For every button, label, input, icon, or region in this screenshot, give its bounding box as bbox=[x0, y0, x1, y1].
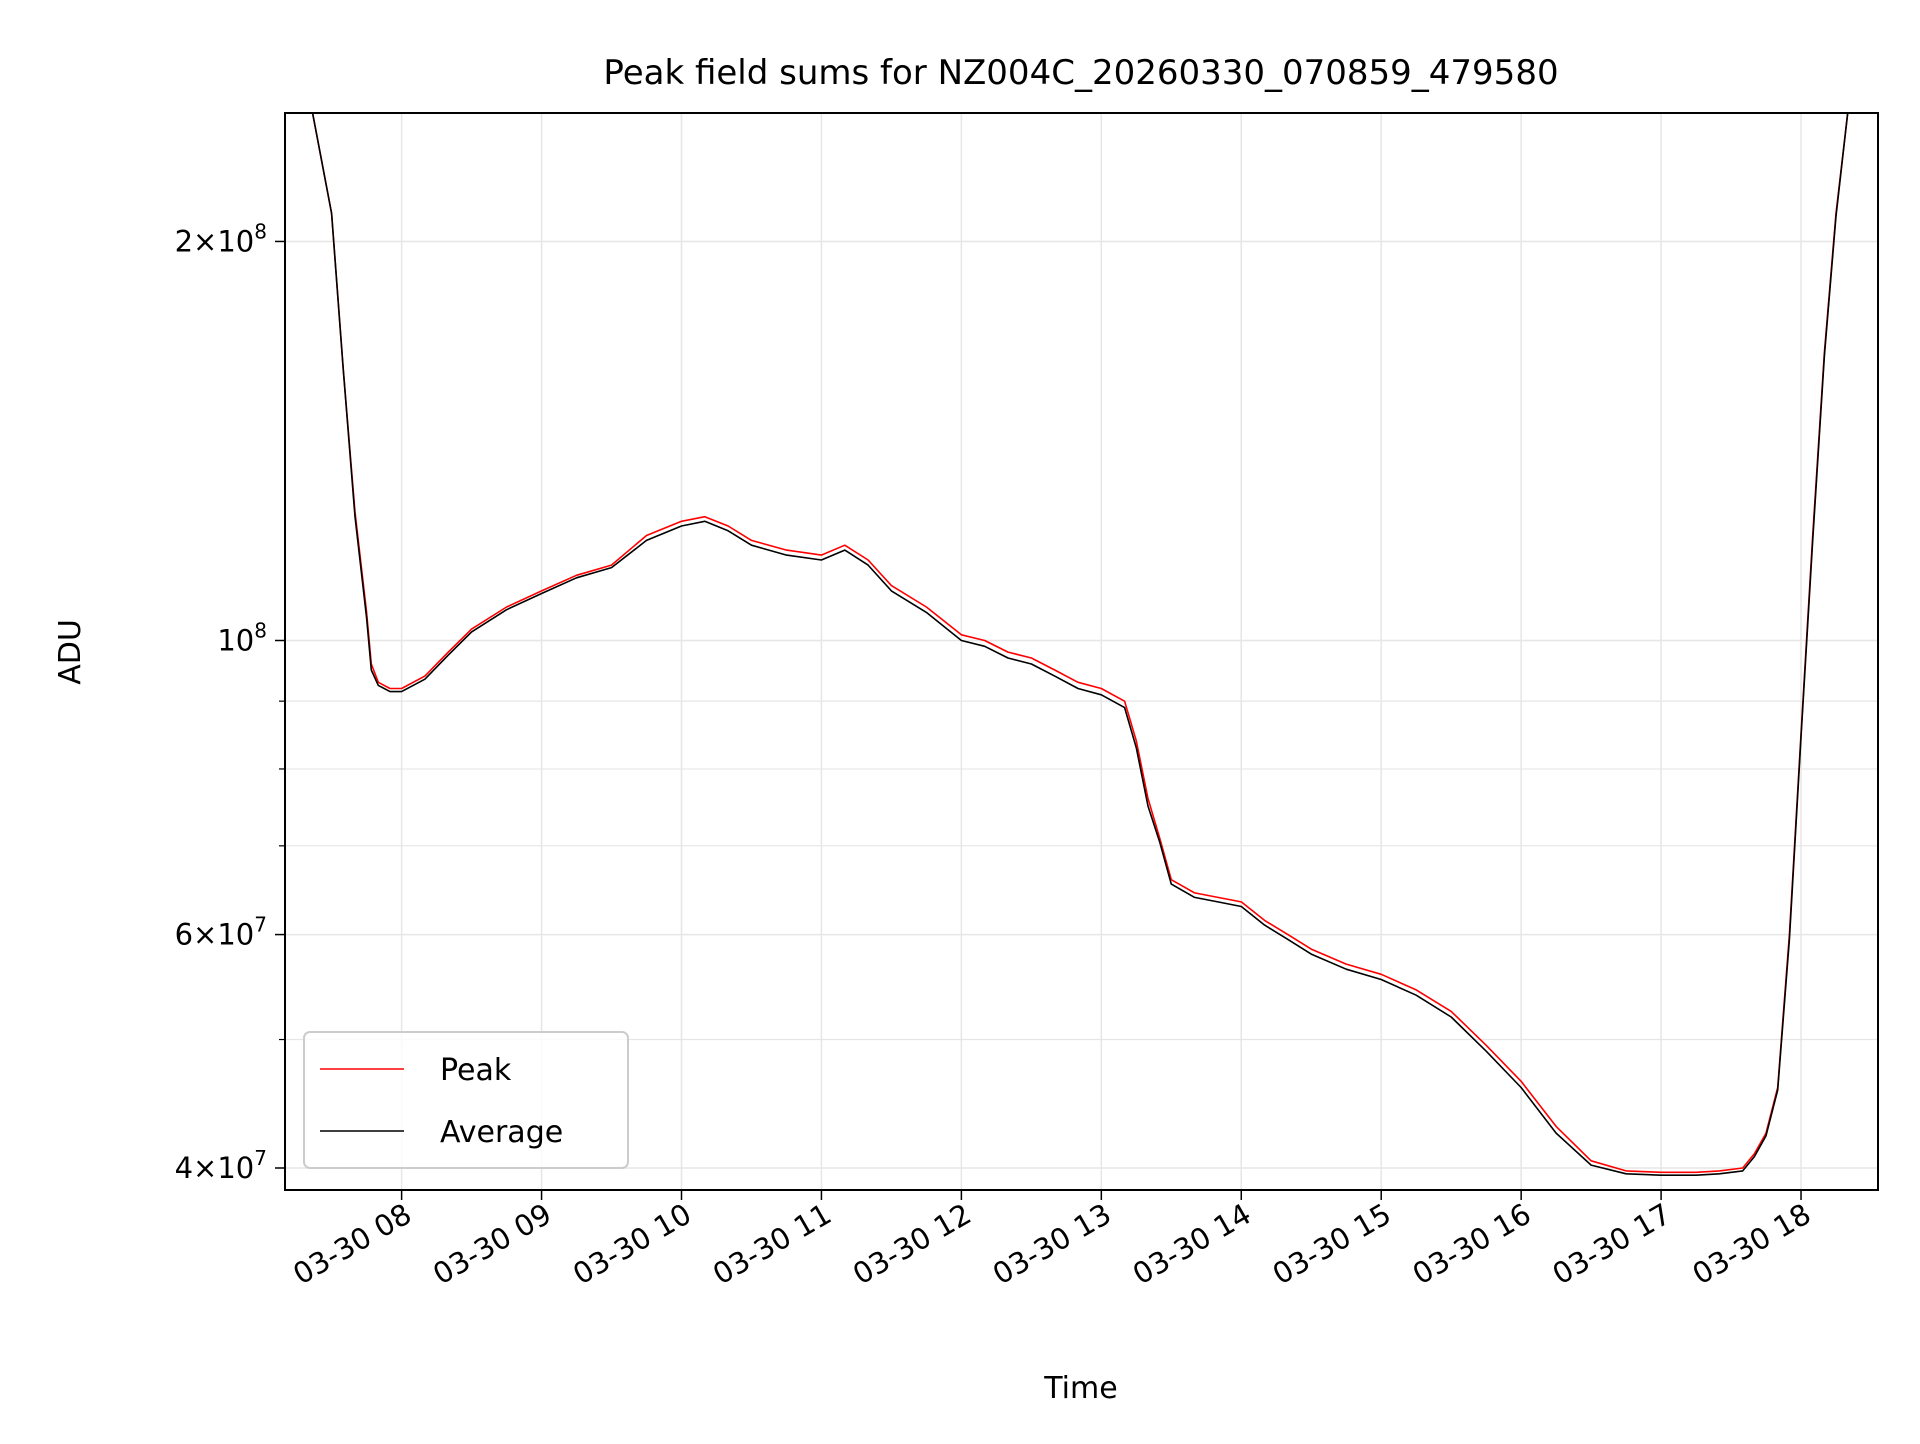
legend-box bbox=[303, 1031, 629, 1169]
y-tick-label: 6×107 bbox=[175, 913, 267, 952]
legend: Peak Average bbox=[303, 1031, 629, 1169]
legend-label-peak: Peak bbox=[440, 1053, 512, 1088]
chart-title: Peak field sums for NZ004C_20260330_0708… bbox=[603, 53, 1558, 93]
series-line-peak bbox=[311, 113, 1849, 1174]
y-axis-label: ADU bbox=[53, 619, 88, 685]
y-tick-label: 4×107 bbox=[175, 1146, 267, 1185]
series-layer bbox=[311, 113, 1849, 1176]
y-axis: 4×107 6×107 108 2×108 bbox=[175, 219, 285, 1185]
x-axis-label: Time bbox=[1043, 1371, 1117, 1406]
plot-frame bbox=[284, 112, 1879, 1191]
y-tick-label: 108 bbox=[217, 618, 267, 657]
series-line-average bbox=[311, 113, 1849, 1176]
y-tick-label: 2×108 bbox=[175, 219, 267, 258]
grid-lines bbox=[285, 113, 1878, 1190]
legend-label-average: Average bbox=[440, 1115, 563, 1150]
